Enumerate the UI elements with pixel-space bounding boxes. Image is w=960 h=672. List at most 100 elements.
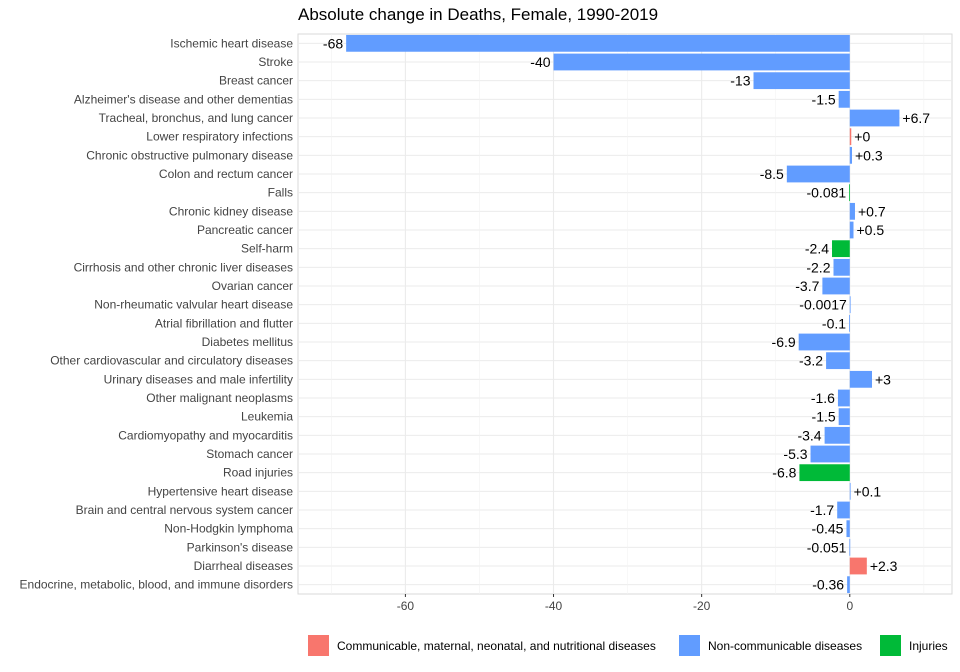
legend-swatch: [308, 635, 329, 656]
category-label: Cirrhosis and other chronic liver diseas…: [74, 260, 293, 274]
data-label: -5.3: [783, 446, 807, 462]
category-label: Alzheimer's disease and other dementias: [74, 92, 293, 106]
x-axis-ticks: -60 -40 -20 0: [397, 594, 853, 613]
category-label: Non-Hodgkin lymphoma: [164, 522, 293, 536]
bar: [810, 445, 850, 463]
bar: [849, 538, 851, 556]
data-label: -1.5: [812, 91, 836, 107]
data-label: -1.7: [810, 502, 834, 518]
data-label: -40: [530, 54, 550, 70]
bar: [826, 352, 850, 370]
bar: [849, 296, 851, 314]
bar: [346, 34, 850, 52]
x-tick-label: -60: [397, 599, 415, 613]
bar: [786, 165, 850, 183]
x-tick-label: -40: [545, 599, 563, 613]
data-label: +0.1: [854, 483, 882, 499]
category-label: Non-rheumatic valvular heart disease: [94, 298, 293, 312]
category-label: Colon and rectum cancer: [159, 167, 293, 181]
data-label: +3: [875, 371, 891, 387]
bar: [838, 408, 850, 426]
data-label: -0.1: [822, 315, 846, 331]
data-label: -1.5: [812, 409, 836, 425]
data-label: -6.9: [772, 334, 796, 350]
category-label: Pancreatic cancer: [197, 223, 293, 237]
data-label: +0.7: [858, 203, 886, 219]
bar: [849, 146, 853, 164]
category-label: Ischemic heart disease: [170, 36, 293, 50]
data-label: +0.5: [856, 222, 884, 238]
bar: [753, 72, 850, 90]
category-label: Breast cancer: [219, 74, 293, 88]
data-label: -0.0017: [799, 297, 847, 313]
data-label: -0.36: [812, 577, 844, 593]
bar: [849, 370, 873, 388]
bar: [553, 53, 850, 71]
category-label: Parkinson's disease: [187, 540, 294, 554]
category-label: Other malignant neoplasms: [146, 391, 293, 405]
bar: [822, 277, 850, 295]
legend-swatch: [679, 635, 700, 656]
data-label: -13: [730, 73, 750, 89]
plot-panel: [297, 33, 953, 595]
category-label: Atrial fibrillation and flutter: [155, 316, 293, 330]
data-label: +2.3: [870, 558, 898, 574]
category-label: Hypertensive heart disease: [148, 484, 294, 498]
bar: [832, 240, 850, 258]
category-label: Brain and central nervous system cancer: [76, 503, 293, 517]
category-label: Road injuries: [223, 466, 293, 480]
data-label: +0: [854, 129, 870, 145]
bar: [833, 258, 850, 276]
bar: [838, 90, 850, 108]
legend: Communicable, maternal, neonatal, and nu…: [308, 635, 948, 656]
category-label: Cardiomyopathy and myocarditis: [118, 428, 293, 442]
data-label: -68: [323, 35, 343, 51]
bar: [849, 221, 854, 239]
legend-label: Injuries: [909, 639, 948, 653]
chart-title: Absolute change in Deaths, Female, 1990-…: [298, 5, 659, 24]
bar: [849, 109, 900, 127]
bar: [849, 202, 855, 220]
bar: [849, 314, 850, 332]
bar: [847, 576, 850, 594]
data-label: -0.45: [812, 521, 844, 537]
category-labels: Ischemic heart disease Stroke Breast cance…: [20, 36, 294, 591]
category-label: Other cardiovascular and circulatory dis…: [50, 354, 293, 368]
bar: [824, 426, 850, 444]
category-label: Chronic kidney disease: [169, 204, 293, 218]
bar: [849, 482, 851, 500]
legend-swatch: [880, 635, 901, 656]
category-label: Stroke: [258, 55, 293, 69]
data-labels: -68 -40 -13 -1.5 +6.7 +0 +0.3 -8.5 -0.081 +0.7 +0.…: [323, 35, 930, 592]
data-label: +6.7: [902, 110, 930, 126]
bar: [798, 333, 850, 351]
data-label: -2.4: [805, 241, 829, 257]
data-label: -1.6: [811, 390, 835, 406]
data-label: -3.7: [795, 278, 819, 294]
category-label: Self-harm: [241, 242, 293, 256]
category-label: Chronic obstructive pulmonary disease: [86, 148, 293, 162]
bar: [849, 557, 867, 575]
data-label: -2.2: [806, 259, 830, 275]
category-label: Lower respiratory infections: [146, 130, 293, 144]
data-label: -8.5: [760, 166, 784, 182]
category-label: Tracheal, bronchus, and lung cancer: [99, 111, 293, 125]
bar: [837, 389, 850, 407]
category-label: Urinary diseases and male infertility: [104, 372, 293, 386]
category-label: Falls: [268, 186, 293, 200]
category-label: Diarrheal diseases: [194, 559, 293, 573]
category-label: Leukemia: [241, 410, 293, 424]
data-label: +0.3: [855, 147, 883, 163]
bar: [837, 501, 850, 519]
bar: [849, 128, 852, 146]
bar: [846, 520, 850, 538]
legend-label: Non-communicable diseases: [708, 639, 862, 653]
category-label: Stomach cancer: [206, 447, 293, 461]
data-label: -0.081: [806, 185, 846, 201]
x-tick-label: 0: [846, 599, 853, 613]
x-tick-label: -20: [693, 599, 711, 613]
bars: [346, 34, 900, 594]
bar: [799, 464, 850, 482]
data-label: -3.2: [799, 353, 823, 369]
